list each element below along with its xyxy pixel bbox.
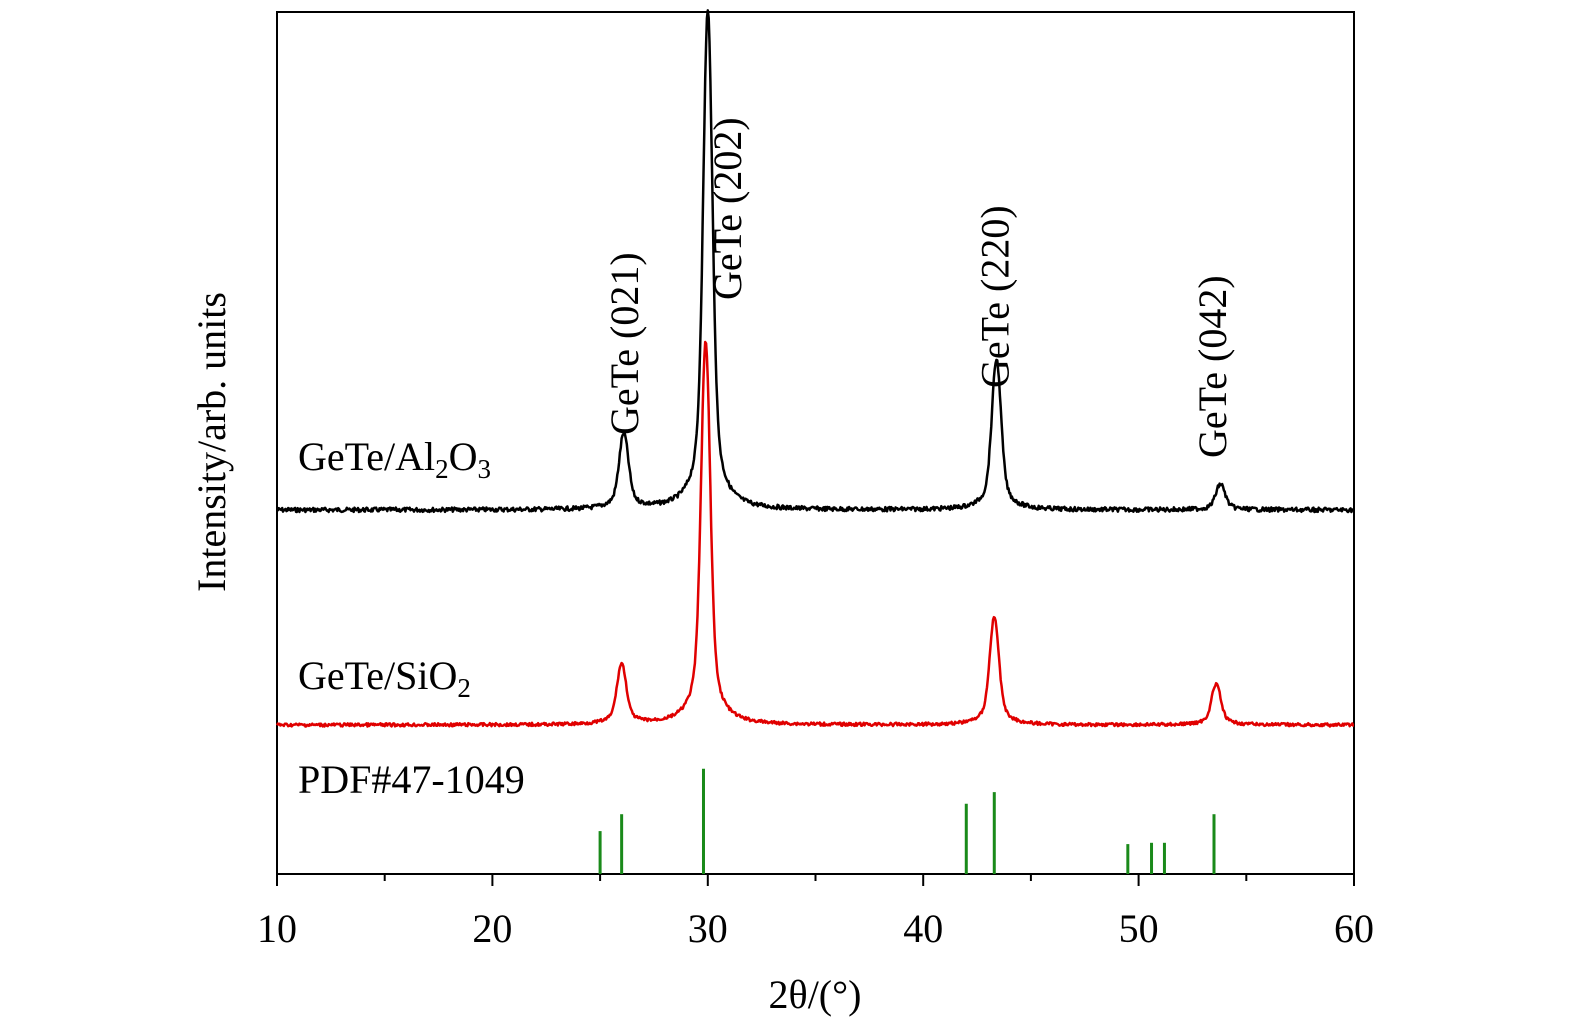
x-axis-label: 2θ/(°)	[769, 972, 862, 1017]
series-label-sio2: GeTe/SiO2	[298, 653, 471, 703]
peak-annotation: GeTe (021)	[602, 252, 647, 435]
series-label-al2o3: GeTe/Al2O3	[298, 434, 491, 484]
reference-label: PDF#47-1049	[298, 757, 525, 802]
x-tick-label: 40	[903, 906, 943, 951]
series-line-sio2	[275, 340, 1355, 728]
x-tick-label: 30	[688, 906, 728, 951]
x-tick-label: 50	[1119, 906, 1159, 951]
x-tick-label: 60	[1334, 906, 1374, 951]
peak-annotation: GeTe (202)	[705, 117, 750, 300]
peak-annotation: GeTe (042)	[1190, 275, 1235, 458]
peak-annotations: GeTe (021) GeTe (202) GeTe (220) GeTe (042)	[602, 117, 1235, 458]
x-axis-tick-labels: 10 20 30 40 50 60	[257, 906, 1374, 951]
x-axis-ticks	[276, 874, 1355, 886]
series-lines	[275, 9, 1355, 728]
x-tick-label: 20	[472, 906, 512, 951]
series-line-al2o3	[276, 9, 1355, 514]
reference-lines	[598, 768, 1216, 874]
peak-annotation: GeTe (220)	[972, 205, 1017, 388]
x-tick-label: 10	[257, 906, 297, 951]
y-axis-label: Intensity/arb. units	[189, 292, 234, 592]
